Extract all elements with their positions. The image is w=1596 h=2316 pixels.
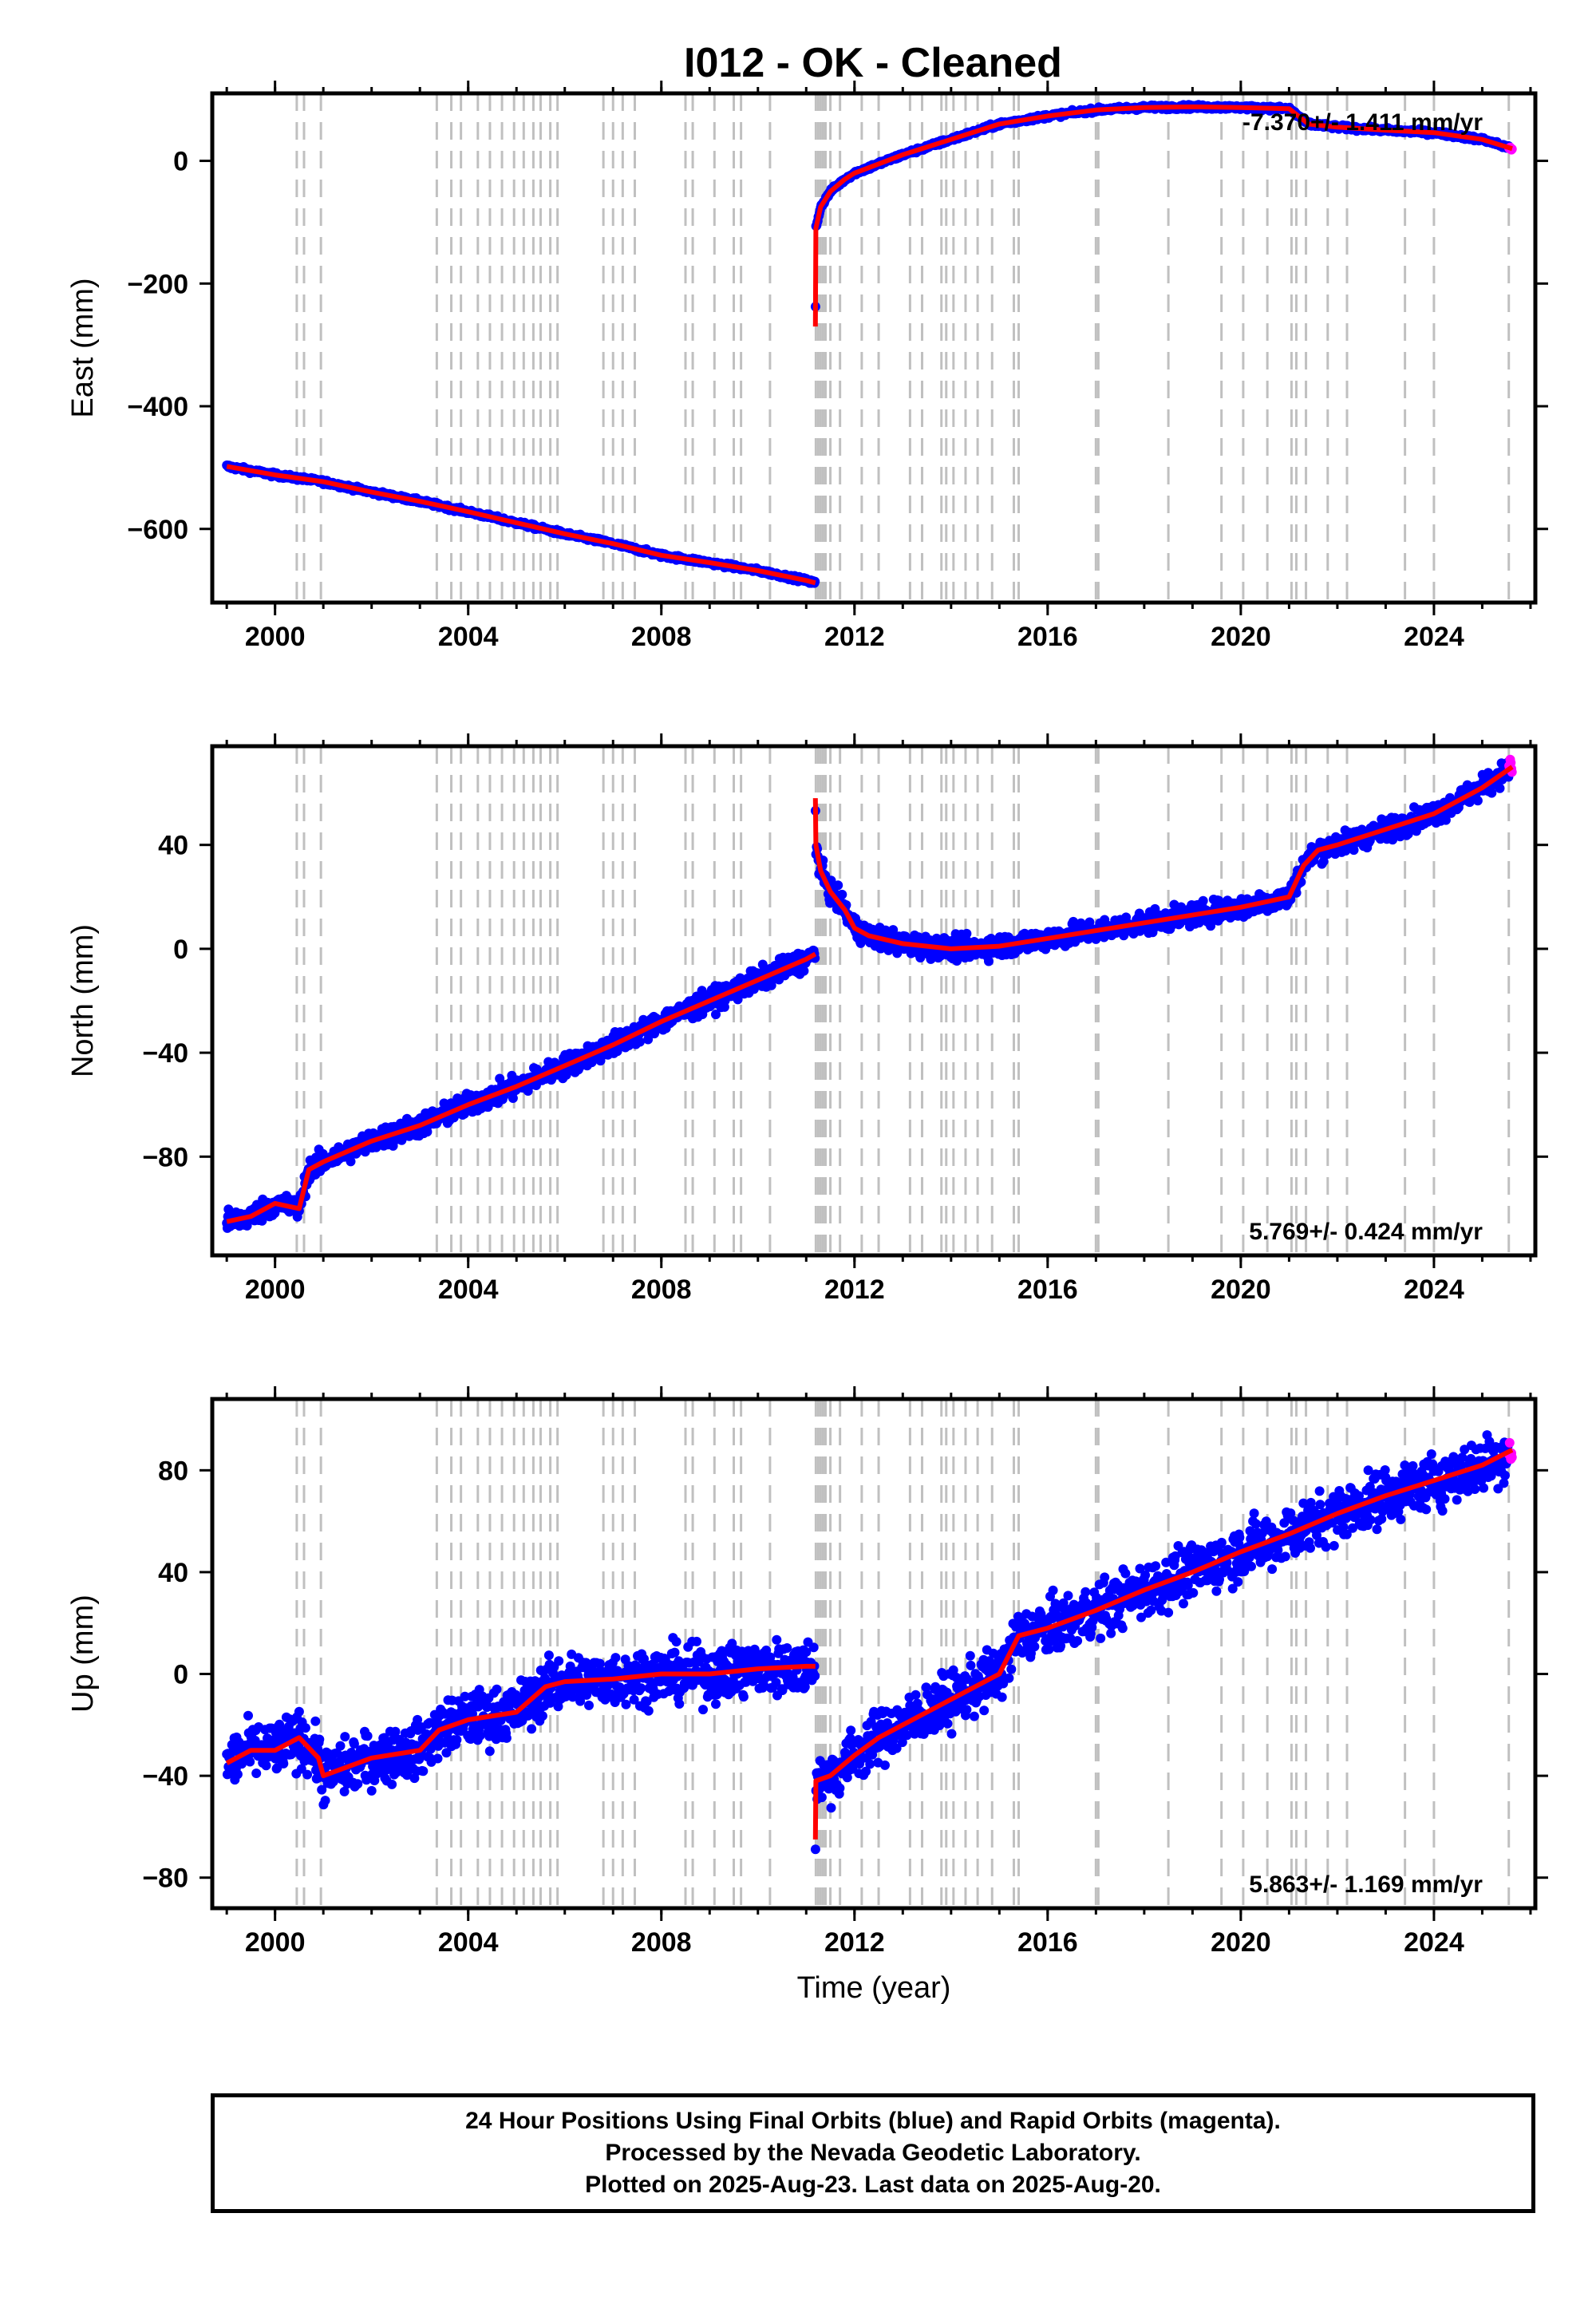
final-orbit-points [222, 100, 1514, 588]
final-orbit-point [508, 1093, 518, 1103]
y-tick-label: −600 [127, 515, 188, 545]
plot-frame [210, 91, 1538, 605]
final-orbit-point [833, 880, 843, 891]
final-orbit-point [300, 1723, 310, 1733]
final-orbit-point [1198, 895, 1208, 906]
panel-2: 2000 2004 2008 2012 2016 2020 2024 40 0 −40 −80 Nor… [66, 733, 1548, 1305]
x-tick-label: 2024 [1404, 1275, 1464, 1305]
panel-3: 2000 2004 2008 2012 2016 2020 202480400−40−80U… [66, 1386, 1548, 2005]
y-tick-label: −40 [142, 1038, 188, 1069]
rate-label: -7.370+/- 1.411 mm/yr [1242, 109, 1483, 136]
final-orbit-point [232, 1769, 243, 1780]
x-tick-label: 2008 [631, 622, 692, 652]
final-orbit-point [279, 1758, 289, 1769]
final-orbit-point [634, 1037, 645, 1047]
final-orbit-point [346, 1156, 356, 1167]
x-tick-label: 2012 [824, 1275, 885, 1305]
final-orbit-point [984, 956, 994, 966]
panel-1: 2000 2004 2008 2012 2016 2020 2024 0 −200 −400 −60… [66, 81, 1548, 652]
final-orbit-point [302, 1769, 313, 1780]
y-axis-label: North (mm) [66, 924, 100, 1077]
x-tick-label: 2020 [1211, 1275, 1271, 1305]
model-line-2 [812, 765, 1514, 951]
final-orbit-point [320, 1796, 330, 1806]
final-orbit-points [222, 1430, 1514, 1855]
x-tick-label: 2008 [631, 1275, 692, 1305]
y-tick-label: −400 [127, 392, 188, 422]
final-orbit-point [251, 1769, 262, 1778]
rate-label: 5.769+/- 0.424 mm/yr [1249, 1219, 1483, 1245]
final-orbit-point [261, 1761, 271, 1771]
x-tick-label: 2016 [1017, 622, 1078, 652]
x-tick-label: 2016 [1017, 1275, 1078, 1305]
model-line-2 [812, 104, 1513, 327]
final-orbit-point [1472, 796, 1483, 806]
panels: 2000 2004 2008 2012 2016 2020 20240−200−400−60… [66, 81, 1548, 2005]
final-orbit-point [612, 1046, 622, 1057]
y-tick-label: −200 [127, 269, 188, 299]
y-axis-label: East (mm) [66, 278, 100, 417]
plot-frame [210, 744, 1538, 1258]
final-orbit-point [1495, 783, 1505, 793]
plot-area [222, 746, 1517, 1255]
x-tick-label: 2000 [245, 1275, 306, 1305]
final-orbit-point [294, 1706, 304, 1717]
y-tick-label: 0 [173, 935, 188, 965]
final-orbit-point [1487, 788, 1497, 798]
x-tick-label: 2000 [245, 622, 306, 652]
plot-area [222, 1399, 1517, 1908]
x-tick-label: 2020 [1211, 622, 1271, 652]
final-orbit-point [245, 1757, 255, 1767]
x-tick-label: 2024 [1404, 622, 1464, 652]
final-orbit-point [643, 1034, 654, 1045]
final-orbit-point [310, 1716, 321, 1726]
final-orbit-point [837, 889, 847, 899]
chart-title: I012 - OK - Cleaned [684, 40, 1062, 86]
final-orbit-point [243, 1710, 253, 1721]
y-tick-label: 0 [173, 147, 188, 177]
x-tick-label: 2004 [438, 1275, 499, 1305]
plot-area [222, 93, 1517, 603]
final-orbit-points [222, 757, 1514, 1233]
final-orbit-point [314, 1734, 325, 1745]
x-tick-label: 2012 [824, 622, 885, 652]
model-line-1 [226, 464, 816, 586]
x-tick-label: 2004 [438, 622, 499, 652]
y-tick-label: 40 [158, 831, 188, 861]
y-tick-label: −80 [142, 1142, 188, 1172]
final-orbit-point [242, 1220, 252, 1231]
